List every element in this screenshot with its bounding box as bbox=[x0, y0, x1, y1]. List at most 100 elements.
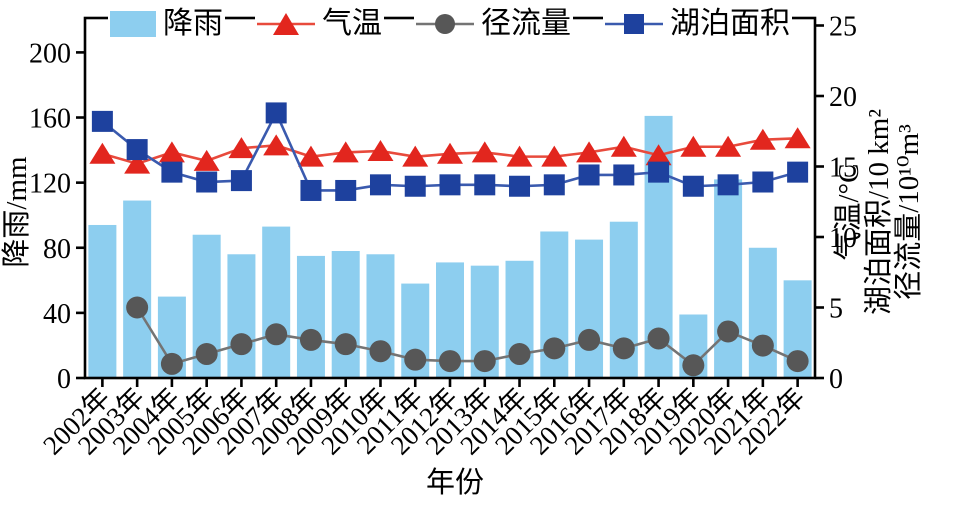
right-axis-title-2: 径流量/10¹⁰m³ bbox=[892, 124, 925, 300]
rain-bar-2009年 bbox=[331, 251, 360, 378]
气温-marker-2012年 bbox=[437, 142, 463, 164]
temperature-triangle-marker-icon bbox=[257, 9, 315, 39]
legend-label-temperature: 气温 bbox=[322, 7, 382, 40]
湖泊面积-marker-2013年 bbox=[474, 174, 496, 196]
runoff-circle-marker-icon bbox=[416, 9, 474, 39]
气温-marker-2022年 bbox=[784, 127, 811, 149]
right-axis-title-0: 气温/°C bbox=[832, 164, 865, 261]
湖泊面积-marker-2005年 bbox=[196, 171, 218, 193]
径流量-marker-2019年 bbox=[682, 354, 705, 377]
湖泊面积-marker-2016年 bbox=[578, 164, 600, 186]
径流量-marker-2006年 bbox=[230, 333, 253, 356]
径流量-marker-2010年 bbox=[369, 340, 392, 363]
right-tick-label: 25 bbox=[829, 12, 857, 43]
湖泊面积-marker-2015年 bbox=[543, 174, 565, 196]
lake-area-square-marker-icon bbox=[605, 9, 663, 39]
right-tick-label: 0 bbox=[829, 364, 843, 395]
rain-bar-2008年 bbox=[296, 255, 325, 378]
湖泊面积-marker-2021年 bbox=[752, 171, 774, 193]
气温-marker-2005年 bbox=[193, 149, 220, 171]
湖泊面积-marker-2003年 bbox=[126, 139, 148, 161]
rain-bar-2007年 bbox=[262, 226, 291, 378]
径流量-marker-2011年 bbox=[404, 348, 427, 371]
气温-marker-2015年 bbox=[541, 145, 568, 167]
rain-bar-2020年 bbox=[714, 179, 743, 378]
气温-marker-2019年 bbox=[680, 135, 707, 157]
气温-marker-2018年 bbox=[645, 144, 672, 166]
left-axis-title: 降雨/mm bbox=[0, 156, 33, 268]
湖泊面积-marker-2009年 bbox=[335, 179, 357, 201]
气温-marker-2014年 bbox=[506, 145, 533, 167]
right-tick-label: 5 bbox=[829, 294, 843, 325]
径流量-marker-2014年 bbox=[508, 343, 531, 366]
legend-label-rainfall: 降雨 bbox=[163, 7, 223, 40]
气温-marker-2021年 bbox=[749, 128, 776, 150]
气温-marker-2020年 bbox=[715, 135, 742, 157]
left-tick-label: 120 bbox=[29, 169, 71, 200]
left-tick-label: 160 bbox=[29, 104, 71, 135]
right-tick-label: 10 bbox=[829, 223, 857, 254]
气温-marker-2011年 bbox=[402, 145, 429, 167]
径流量-marker-2018年 bbox=[647, 327, 670, 350]
径流量-marker-2004年 bbox=[160, 352, 183, 375]
rainfall-bar-swatch-icon bbox=[110, 9, 156, 39]
气温-marker-2009年 bbox=[332, 141, 359, 163]
气温-marker-2013年 bbox=[471, 141, 498, 163]
径流量-marker-2015年 bbox=[543, 337, 566, 360]
气温-marker-2004年 bbox=[158, 141, 185, 163]
气温-marker-2017年 bbox=[610, 135, 637, 157]
径流量-marker-2012年 bbox=[439, 350, 461, 373]
left-tick-label: 80 bbox=[43, 234, 71, 265]
right-tick-label: 20 bbox=[829, 82, 857, 113]
径流量-marker-2009年 bbox=[334, 333, 357, 356]
rain-bar-2002年 bbox=[88, 224, 117, 378]
湖泊面积-marker-2019年 bbox=[682, 175, 704, 197]
legend-label-runoff: 径流量 bbox=[481, 7, 571, 40]
legend-item-lake-area: 湖泊面积 bbox=[603, 9, 792, 39]
径流量-marker-2005年 bbox=[195, 343, 218, 366]
径流量-marker-2008年 bbox=[299, 328, 322, 351]
rain-bar-2021年 bbox=[748, 247, 777, 378]
湖泊面积-marker-2008年 bbox=[300, 179, 322, 201]
legend: 降雨 气温 径流量 湖泊面积 bbox=[85, 2, 815, 46]
湖泊面积-marker-2017年 bbox=[613, 164, 635, 186]
湖泊面积-marker-2004年 bbox=[161, 161, 183, 183]
left-tick-label: 40 bbox=[43, 299, 71, 330]
湖泊面积-marker-2014年 bbox=[509, 175, 531, 197]
径流量-marker-2013年 bbox=[473, 350, 496, 373]
气温-marker-2006年 bbox=[228, 137, 255, 159]
径流量-marker-2020年 bbox=[717, 320, 740, 343]
湖泊面积-marker-2011年 bbox=[404, 175, 426, 197]
legend-item-runoff: 径流量 bbox=[414, 9, 573, 39]
径流量-marker-2007年 bbox=[265, 323, 288, 346]
湖泊面积-marker-2007年 bbox=[265, 102, 287, 124]
rain-bar-2003年 bbox=[123, 200, 152, 378]
湖泊面积-marker-2012年 bbox=[439, 174, 461, 196]
气温-marker-2016年 bbox=[576, 141, 603, 163]
right-axis-title-1: 湖泊面积/10 km² bbox=[862, 109, 895, 315]
径流量-marker-2016年 bbox=[578, 328, 601, 351]
气温-marker-2010年 bbox=[367, 139, 394, 161]
径流量-marker-2021年 bbox=[751, 334, 774, 357]
气温-marker-2008年 bbox=[297, 145, 324, 167]
left-tick-label: 0 bbox=[57, 364, 71, 395]
湖泊面积-marker-2002年 bbox=[91, 110, 113, 132]
径流量-marker-2022年 bbox=[786, 350, 809, 373]
legend-label-lake-area: 湖泊面积 bbox=[670, 7, 790, 40]
湖泊面积-marker-2006年 bbox=[230, 170, 252, 192]
气温-marker-2003年 bbox=[124, 152, 151, 174]
left-tick-label: 200 bbox=[29, 38, 71, 69]
径流量-marker-2017年 bbox=[612, 337, 635, 360]
湖泊面积-marker-2020年 bbox=[717, 174, 739, 196]
x-axis-title: 年份 bbox=[426, 466, 484, 499]
气温-marker-2002年 bbox=[89, 142, 116, 164]
legend-item-temperature: 气温 bbox=[255, 9, 384, 39]
气温-marker-2007年 bbox=[263, 134, 290, 156]
湖泊面积-marker-2010年 bbox=[369, 174, 391, 196]
湖泊面积-marker-2022年 bbox=[787, 161, 809, 183]
径流量-marker-2003年 bbox=[126, 296, 149, 319]
legend-item-rainfall: 降雨 bbox=[108, 9, 225, 39]
rain-bar-2016年 bbox=[575, 239, 604, 378]
